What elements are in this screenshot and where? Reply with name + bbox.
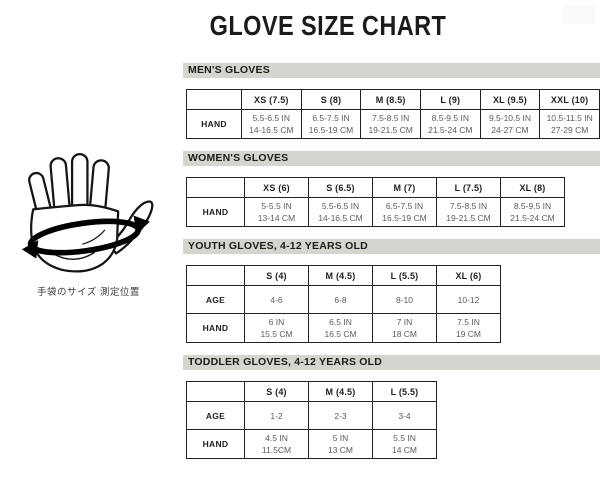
section-youth-gloves: YOUTH GLOVES, 4-12 YEARS OLD S (4) M (4.5…: [183, 239, 600, 343]
mens-size-table: XS (7.5) S (8) M (8.5) L (9) XL (9.5) XXL (10…: [186, 89, 600, 139]
womens-size-table: XS (6) S (6.5) M (7) L (7.5) XL (8) HAND 5-5.5…: [186, 177, 565, 227]
row-label: AGE: [186, 401, 245, 430]
corner-cell: [186, 177, 245, 198]
size-cell: 9.5-10.5 IN 24-27 CM: [479, 109, 541, 139]
row-label: HAND: [186, 429, 245, 459]
size-cell: 6 IN 15.5 CM: [244, 313, 309, 343]
size-cell: 6.5 IN 16.5 CM: [308, 313, 373, 343]
size-cell: 5.5 IN 14 CM: [372, 429, 437, 459]
size-cell: 4.5 IN 11.5CM: [244, 429, 309, 459]
size-cell: 3-4: [372, 401, 437, 430]
size-column-header: M (4.5): [308, 265, 373, 286]
size-cell: 5 IN 13 CM: [308, 429, 373, 459]
row-label: HAND: [186, 313, 245, 343]
size-column-header: XL (6): [436, 265, 501, 286]
size-cell: 5-5.5 IN 13-14 CM: [244, 197, 309, 227]
size-column-header: L (7.5): [436, 177, 501, 198]
section-header-toddler: TODDLER GLOVES, 4-12 YEARS OLD: [183, 355, 600, 370]
size-column-header: L (9): [419, 89, 481, 110]
toddler-size-table: S (4) M (4.5) L (5.5) AGE 1-2 2-3 3-4 HAND 4.5 I…: [186, 381, 437, 459]
section-womens-gloves: WOMEN'S GLOVES XS (6) S (6.5) M (7) L (7.5)…: [183, 151, 600, 227]
size-cell: 8.5-9.5 IN 21.5-24 CM: [419, 109, 481, 139]
size-column-header: S (6.5): [308, 177, 373, 198]
size-column-header: L (5.5): [372, 381, 437, 402]
size-cell: 4-6: [244, 285, 309, 314]
size-sections-column: MEN'S GLOVES XS (7.5) S (8) M (8.5) L (9) XL…: [183, 63, 600, 471]
size-cell: 10.5-11.5 IN 27-29 CM: [539, 109, 600, 139]
size-cell: 7.5-8.5 IN 19-21.5 CM: [360, 109, 421, 139]
size-cell: 7.5 IN 19 CM: [436, 313, 501, 343]
size-cell: 8-10: [372, 285, 437, 314]
section-header-mens: MEN'S GLOVES: [183, 63, 600, 78]
row-label: AGE: [186, 285, 245, 314]
size-cell: 6.5-7.5 IN 16.5-19 CM: [372, 197, 437, 227]
size-column-header: XL (8): [500, 177, 565, 198]
size-cell: 7 IN 18 CM: [372, 313, 437, 343]
size-column-header: M (7): [372, 177, 437, 198]
size-cell: 5.5-6.5 IN 14-16.5 CM: [308, 197, 373, 227]
size-cell: 1-2: [244, 401, 309, 430]
row-label: HAND: [186, 109, 242, 139]
size-column-header: S (4): [244, 265, 309, 286]
corner-cell: [186, 381, 245, 402]
section-toddler-gloves: TODDLER GLOVES, 4-12 YEARS OLD S (4) M (4…: [183, 355, 600, 459]
size-column-header: XXL (10): [539, 89, 600, 110]
size-cell: 2-3: [308, 401, 373, 430]
size-column-header: M (8.5): [360, 89, 421, 110]
page-title: GLOVE SIZE CHART: [209, 10, 447, 41]
youth-size-table: S (4) M (4.5) L (5.5) XL (6) AGE 4-6 6-8 8-10 10…: [186, 265, 501, 343]
corner-cell: [186, 265, 245, 286]
hand-measurement-caption: 手袋のサイズ 測定位置: [37, 287, 140, 298]
size-cell: 10-12: [436, 285, 501, 314]
size-column-header: XS (6): [244, 177, 309, 198]
size-column-header: XL (9.5): [479, 89, 541, 110]
size-column-header: L (5.5): [372, 265, 437, 286]
size-cell: 6.5-7.5 IN 16.5-19 CM: [300, 109, 362, 139]
hand-circumference-measurement-icon: [21, 152, 154, 273]
size-column-header: M (4.5): [308, 381, 373, 402]
section-header-womens: WOMEN'S GLOVES: [183, 151, 600, 166]
size-cell: 5.5-6.5 IN 14-16.5 CM: [241, 109, 302, 139]
size-cell: 6-8: [308, 285, 373, 314]
row-label: HAND: [186, 197, 245, 227]
size-cell: 7.5-8.5 IN 19-21.5 CM: [436, 197, 501, 227]
size-cell: 8.5-9.5 IN 21.5-24 CM: [500, 197, 565, 227]
section-header-youth: YOUTH GLOVES, 4-12 YEARS OLD: [183, 239, 600, 254]
size-column-header: S (4): [244, 381, 309, 402]
faint-corner-artifact: [563, 5, 595, 24]
section-mens-gloves: MEN'S GLOVES XS (7.5) S (8) M (8.5) L (9) XL…: [183, 63, 600, 139]
corner-cell: [186, 89, 242, 110]
size-column-header: XS (7.5): [241, 89, 302, 110]
size-column-header: S (8): [300, 89, 362, 110]
